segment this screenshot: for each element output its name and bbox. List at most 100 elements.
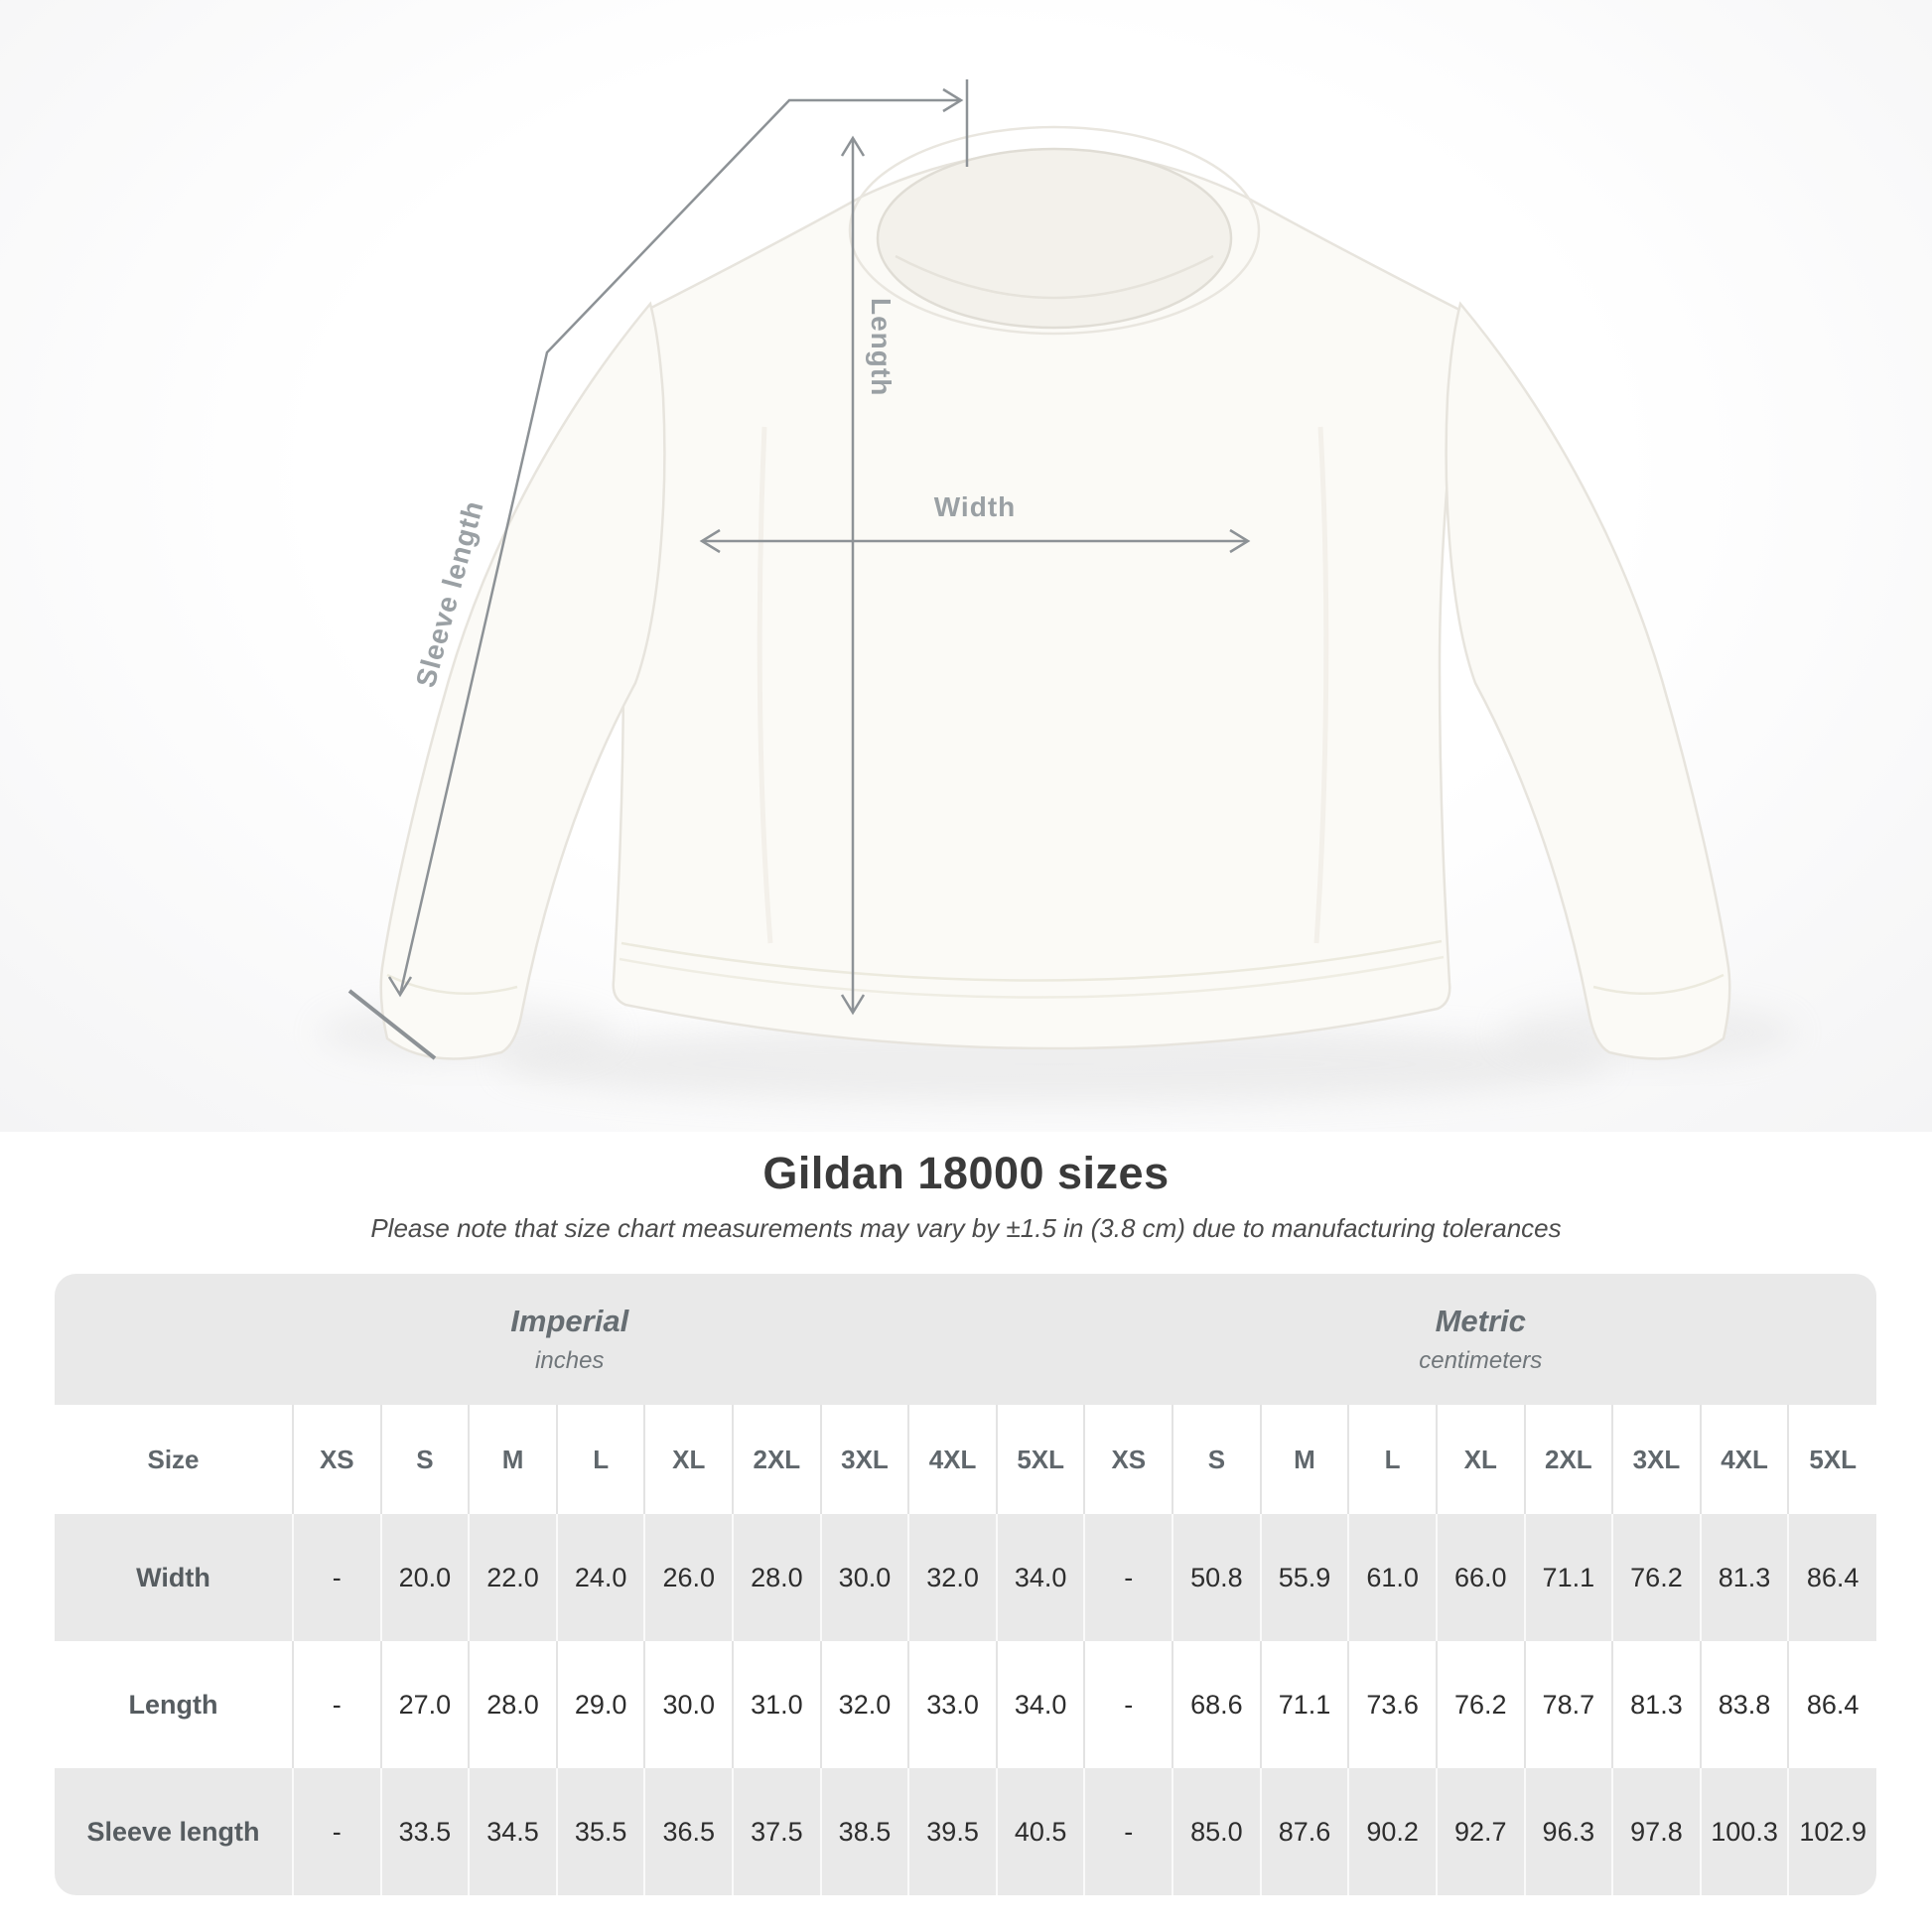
measurement-cell: 71.1 [1259, 1641, 1349, 1768]
size-col-header-metric-s: S [1172, 1405, 1261, 1514]
metric-title: Metric [1435, 1304, 1526, 1338]
measurement-cell: 26.0 [643, 1514, 734, 1641]
body-fold-left [757, 426, 773, 944]
measurement-cell: 38.5 [819, 1768, 909, 1895]
size-col-header-imperial-l: L [555, 1405, 645, 1514]
measurement-cell: 97.8 [1611, 1768, 1701, 1895]
right-cuff-seam [1592, 973, 1725, 995]
row-label: Width [136, 1562, 210, 1592]
imperial-group-header: Imperial inches [55, 1274, 1084, 1405]
measurement-cell: 102.9 [1787, 1768, 1876, 1895]
row-label: Sleeve length [86, 1816, 260, 1847]
width-arrow-right-icon [1229, 528, 1251, 554]
measurement-cell: 81.3 [1699, 1514, 1789, 1641]
caption-block: Gildan 18000 sizes Please note that size… [0, 1148, 1932, 1244]
size-table: Imperial inches Metric centimeters Size … [55, 1274, 1876, 1895]
table-row-sleeve-length: Sleeve length - 33.5 34.5 35.5 36.5 37.5… [55, 1768, 1876, 1895]
measurement-cell: 66.0 [1435, 1514, 1525, 1641]
measurement-cell: 34.0 [995, 1514, 1085, 1641]
size-col-header-imperial-2xl: 2XL [732, 1405, 821, 1514]
measurement-cell: - [1083, 1514, 1173, 1641]
measurement-cell: 96.3 [1523, 1768, 1613, 1895]
measurement-cell: 30.0 [819, 1514, 909, 1641]
measurement-cell: 86.4 [1787, 1514, 1876, 1641]
measurement-cell: 28.0 [732, 1514, 821, 1641]
imperial-unit: inches [535, 1347, 605, 1374]
size-header-label: Size [147, 1444, 200, 1474]
sleeve-length-line [398, 98, 961, 996]
size-col-header-imperial-m: M [468, 1405, 557, 1514]
measurement-cell: - [292, 1641, 381, 1768]
left-sleeve [379, 301, 666, 1060]
sweatshirt-body-group [379, 125, 1731, 1060]
length-label: Length [866, 298, 897, 396]
measurement-cell: 86.4 [1787, 1641, 1876, 1768]
size-col-header-metric-5xl: 5XL [1787, 1405, 1876, 1514]
page-subtitle: Please note that size chart measurements… [370, 1213, 1562, 1243]
measurement-cell: - [1083, 1768, 1173, 1895]
garment-shadow [498, 1025, 1610, 1104]
measurement-cell: 68.6 [1172, 1641, 1261, 1768]
product-photo: Length Width Sleeve length [0, 0, 1932, 1132]
body-fold-right [1313, 426, 1329, 944]
size-col-header-metric-xs: XS [1083, 1405, 1173, 1514]
width-label: Width [934, 491, 1017, 522]
measurement-cell: 30.0 [643, 1641, 734, 1768]
size-col-header-metric-l: L [1347, 1405, 1437, 1514]
size-col-header-imperial-xs: XS [292, 1405, 381, 1514]
collar-inner-stitch [895, 254, 1214, 300]
size-chart-table: Imperial inches Metric centimeters Size … [55, 1274, 1876, 1895]
measurement-cell: 85.0 [1172, 1768, 1261, 1895]
measurement-cell: 32.0 [907, 1514, 997, 1641]
row-label: Length [128, 1689, 218, 1720]
size-header-row: Size XS S M L XL 2XL 3XL 4XL 5XL XS S M … [55, 1405, 1876, 1514]
measurement-cell: 34.0 [995, 1641, 1085, 1768]
length-arrow-up-icon [840, 135, 866, 157]
left-cuff-seam [386, 973, 518, 995]
measurement-cell: 55.9 [1259, 1514, 1349, 1641]
measurement-cell: 37.5 [732, 1768, 821, 1895]
width-arrow-left-icon [699, 528, 721, 554]
measurement-cell: 83.8 [1699, 1641, 1789, 1768]
measurement-cell: 28.0 [468, 1641, 557, 1768]
measurement-cell: 27.0 [379, 1641, 470, 1768]
size-col-header-metric-m: M [1259, 1405, 1349, 1514]
unit-group-row: Imperial inches Metric centimeters [55, 1274, 1876, 1405]
hem-band-seam [621, 939, 1443, 982]
table-row-length: Length - 27.0 28.0 29.0 30.0 31.0 32.0 3… [55, 1641, 1876, 1768]
measurement-cell: 71.1 [1523, 1514, 1613, 1641]
measurement-cell: 90.2 [1347, 1768, 1437, 1895]
measurement-cell: 33.0 [907, 1641, 997, 1768]
measurement-cell: - [1083, 1641, 1173, 1768]
measurement-cell: 50.8 [1172, 1514, 1261, 1641]
size-col-header-metric-2xl: 2XL [1523, 1405, 1613, 1514]
imperial-title: Imperial [510, 1304, 629, 1338]
measurement-cell: 22.0 [468, 1514, 557, 1641]
measurement-cell: 78.7 [1523, 1641, 1613, 1768]
metric-unit: centimeters [1419, 1347, 1543, 1374]
size-col-header-imperial-5xl: 5XL [995, 1405, 1085, 1514]
measurement-annotations [347, 79, 1251, 1060]
size-col-header-metric-xl: XL [1435, 1405, 1525, 1514]
measurement-cell: 31.0 [732, 1641, 821, 1768]
hem-band-seam2 [619, 955, 1445, 999]
measurement-cell: 87.6 [1259, 1768, 1349, 1895]
right-sleeve [1445, 301, 1731, 1060]
size-col-header-imperial-s: S [379, 1405, 470, 1514]
metric-group-header: Metric centimeters [1084, 1274, 1876, 1405]
measurement-cell: 36.5 [643, 1768, 734, 1895]
measurement-cell: 24.0 [555, 1514, 645, 1641]
measurement-cell: 40.5 [995, 1768, 1085, 1895]
length-arrow-down-icon [840, 994, 866, 1016]
measurement-cell: 34.5 [468, 1768, 557, 1895]
measurement-cell: 76.2 [1611, 1514, 1701, 1641]
measurement-cell: 92.7 [1435, 1768, 1525, 1895]
size-col-header-imperial-xl: XL [643, 1405, 734, 1514]
sweatshirt-illustration: Length Width Sleeve length [318, 79, 1797, 1104]
measurement-cell: 32.0 [819, 1641, 909, 1768]
size-col-header-metric-3xl: 3XL [1611, 1405, 1701, 1514]
size-col-header-metric-4xl: 4XL [1699, 1405, 1789, 1514]
measurement-cell: 100.3 [1699, 1768, 1789, 1895]
size-col-header-imperial-4xl: 4XL [907, 1405, 997, 1514]
measurement-cell: 81.3 [1611, 1641, 1701, 1768]
